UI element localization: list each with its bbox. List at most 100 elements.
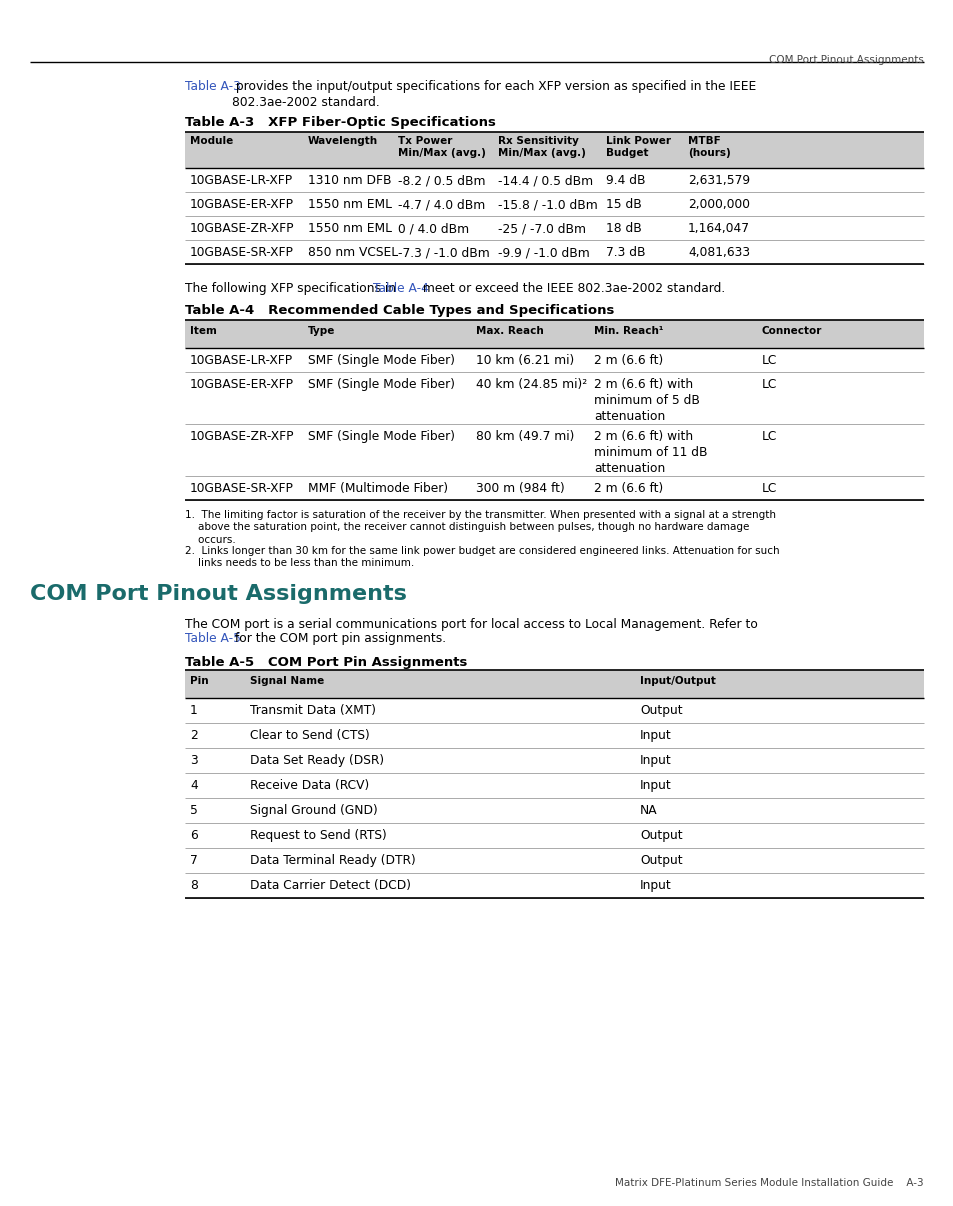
Text: 1550 nm EML: 1550 nm EML	[308, 198, 392, 211]
Text: 80 km (49.7 mi): 80 km (49.7 mi)	[476, 431, 574, 443]
Text: -25 / -7.0 dBm: -25 / -7.0 dBm	[497, 222, 585, 235]
Bar	[185, 320, 923, 349]
Text: SMF (Single Mode Fiber): SMF (Single Mode Fiber)	[308, 355, 455, 367]
Text: 10GBASE-LR-XFP: 10GBASE-LR-XFP	[190, 174, 293, 187]
Text: The following XFP specifications in: The following XFP specifications in	[185, 282, 399, 295]
Text: Table A-5   COM Port Pin Assignments: Table A-5 COM Port Pin Assignments	[185, 656, 467, 669]
Text: -9.9 / -1.0 dBm: -9.9 / -1.0 dBm	[497, 246, 589, 259]
Text: COM Port Pinout Assignments: COM Port Pinout Assignments	[768, 55, 923, 65]
Text: 2 m (6.6 ft): 2 m (6.6 ft)	[594, 355, 662, 367]
Text: -4.7 / 4.0 dBm: -4.7 / 4.0 dBm	[397, 198, 485, 211]
Text: 850 nm VCSEL: 850 nm VCSEL	[308, 246, 397, 259]
Text: The COM port is a serial communications port for local access to Local Managemen: The COM port is a serial communications …	[185, 617, 757, 631]
Text: COM Port Pinout Assignments: COM Port Pinout Assignments	[30, 584, 406, 604]
Text: 2: 2	[190, 728, 197, 742]
Text: 2 m (6.6 ft) with
minimum of 11 dB
attenuation: 2 m (6.6 ft) with minimum of 11 dB atten…	[594, 431, 707, 475]
Text: 2,000,000: 2,000,000	[687, 198, 749, 211]
Text: 2 m (6.6 ft) with
minimum of 5 dB
attenuation: 2 m (6.6 ft) with minimum of 5 dB attenu…	[594, 377, 700, 423]
Text: 10GBASE-SR-XFP: 10GBASE-SR-XFP	[190, 246, 294, 259]
Text: 2,631,579: 2,631,579	[687, 174, 749, 187]
Text: -15.8 / -1.0 dBm: -15.8 / -1.0 dBm	[497, 198, 598, 211]
Text: 18 dB: 18 dB	[605, 222, 641, 235]
Text: MMF (Multimode Fiber): MMF (Multimode Fiber)	[308, 482, 448, 494]
Text: 10GBASE-LR-XFP: 10GBASE-LR-XFP	[190, 355, 293, 367]
Text: LC: LC	[761, 482, 777, 494]
Text: Matrix DFE-Platinum Series Module Installation Guide    A-3: Matrix DFE-Platinum Series Module Instal…	[615, 1178, 923, 1188]
Text: 1310 nm DFB: 1310 nm DFB	[308, 174, 391, 187]
Text: SMF (Single Mode Fiber): SMF (Single Mode Fiber)	[308, 377, 455, 391]
Text: 10GBASE-SR-XFP: 10GBASE-SR-XFP	[190, 482, 294, 494]
Text: 6: 6	[190, 829, 197, 842]
Text: 10GBASE-ER-XFP: 10GBASE-ER-XFP	[190, 198, 294, 211]
Bar	[185, 131, 923, 168]
Text: NA: NA	[639, 804, 657, 816]
Text: 7.3 dB: 7.3 dB	[605, 246, 645, 259]
Text: Transmit Data (XMT): Transmit Data (XMT)	[250, 704, 375, 718]
Text: -8.2 / 0.5 dBm: -8.2 / 0.5 dBm	[397, 174, 485, 187]
Text: Input/Output: Input/Output	[639, 677, 715, 686]
Text: Link Power
Budget: Link Power Budget	[605, 136, 670, 158]
Text: Table A-4: Table A-4	[373, 282, 429, 295]
Text: 7: 7	[190, 854, 197, 867]
Text: Input: Input	[639, 754, 671, 767]
Text: Table A-3   XFP Fiber-Optic Specifications: Table A-3 XFP Fiber-Optic Specifications	[185, 116, 496, 129]
Text: MTBF
(hours): MTBF (hours)	[687, 136, 730, 158]
Text: LC: LC	[761, 431, 777, 443]
Text: -14.4 / 0.5 dBm: -14.4 / 0.5 dBm	[497, 174, 593, 187]
Text: 5: 5	[190, 804, 197, 816]
Text: 8: 8	[190, 879, 197, 892]
Bar	[185, 671, 923, 698]
Text: 2 m (6.6 ft): 2 m (6.6 ft)	[594, 482, 662, 494]
Text: 1550 nm EML: 1550 nm EML	[308, 222, 392, 235]
Text: Module: Module	[190, 136, 233, 146]
Text: Output: Output	[639, 854, 682, 867]
Text: provides the input/output specifications for each XFP version as specified in th: provides the input/output specifications…	[232, 80, 756, 109]
Text: Input: Input	[639, 728, 671, 742]
Text: 10GBASE-ZR-XFP: 10GBASE-ZR-XFP	[190, 222, 294, 235]
Text: 0 / 4.0 dBm: 0 / 4.0 dBm	[397, 222, 469, 235]
Text: Table A-4   Recommended Cable Types and Specifications: Table A-4 Recommended Cable Types and Sp…	[185, 304, 614, 317]
Text: Table A-5: Table A-5	[185, 632, 241, 645]
Text: Receive Data (RCV): Receive Data (RCV)	[250, 779, 369, 792]
Text: 4: 4	[190, 779, 197, 792]
Text: Data Set Ready (DSR): Data Set Ready (DSR)	[250, 754, 384, 767]
Text: Min. Reach¹: Min. Reach¹	[594, 326, 662, 336]
Text: 10GBASE-ER-XFP: 10GBASE-ER-XFP	[190, 377, 294, 391]
Text: Signal Ground (GND): Signal Ground (GND)	[250, 804, 377, 816]
Text: Output: Output	[639, 829, 682, 842]
Text: -7.3 / -1.0 dBm: -7.3 / -1.0 dBm	[397, 246, 489, 259]
Text: Signal Name: Signal Name	[250, 677, 324, 686]
Text: 9.4 dB: 9.4 dB	[605, 174, 645, 187]
Text: Input: Input	[639, 779, 671, 792]
Text: Data Carrier Detect (DCD): Data Carrier Detect (DCD)	[250, 879, 411, 892]
Text: SMF (Single Mode Fiber): SMF (Single Mode Fiber)	[308, 431, 455, 443]
Text: 10GBASE-ZR-XFP: 10GBASE-ZR-XFP	[190, 431, 294, 443]
Text: 3: 3	[190, 754, 197, 767]
Text: Data Terminal Ready (DTR): Data Terminal Ready (DTR)	[250, 854, 416, 867]
Text: meet or exceed the IEEE 802.3ae-2002 standard.: meet or exceed the IEEE 802.3ae-2002 sta…	[418, 282, 724, 295]
Text: Input: Input	[639, 879, 671, 892]
Text: 4,081,633: 4,081,633	[687, 246, 749, 259]
Text: 2.  Links longer than 30 km for the same link power budget are considered engine: 2. Links longer than 30 km for the same …	[185, 546, 779, 568]
Text: 15 dB: 15 dB	[605, 198, 641, 211]
Text: Table A-3: Table A-3	[185, 80, 240, 93]
Text: Output: Output	[639, 704, 682, 718]
Text: Pin: Pin	[190, 677, 209, 686]
Text: LC: LC	[761, 377, 777, 391]
Text: 1,164,047: 1,164,047	[687, 222, 749, 235]
Text: Type: Type	[308, 326, 335, 336]
Text: Max. Reach: Max. Reach	[476, 326, 543, 336]
Text: Tx Power
Min/Max (avg.): Tx Power Min/Max (avg.)	[397, 136, 485, 158]
Text: 1.  The limiting factor is saturation of the receiver by the transmitter. When p: 1. The limiting factor is saturation of …	[185, 510, 775, 545]
Text: Request to Send (RTS): Request to Send (RTS)	[250, 829, 386, 842]
Text: Wavelength: Wavelength	[308, 136, 377, 146]
Text: 10 km (6.21 mi): 10 km (6.21 mi)	[476, 355, 574, 367]
Text: 40 km (24.85 mi)²: 40 km (24.85 mi)²	[476, 377, 586, 391]
Text: for the COM port pin assignments.: for the COM port pin assignments.	[231, 632, 446, 645]
Text: 300 m (984 ft): 300 m (984 ft)	[476, 482, 564, 494]
Text: Rx Sensitivity
Min/Max (avg.): Rx Sensitivity Min/Max (avg.)	[497, 136, 585, 158]
Text: Connector: Connector	[761, 326, 821, 336]
Text: Clear to Send (CTS): Clear to Send (CTS)	[250, 728, 370, 742]
Text: Item: Item	[190, 326, 216, 336]
Text: LC: LC	[761, 355, 777, 367]
